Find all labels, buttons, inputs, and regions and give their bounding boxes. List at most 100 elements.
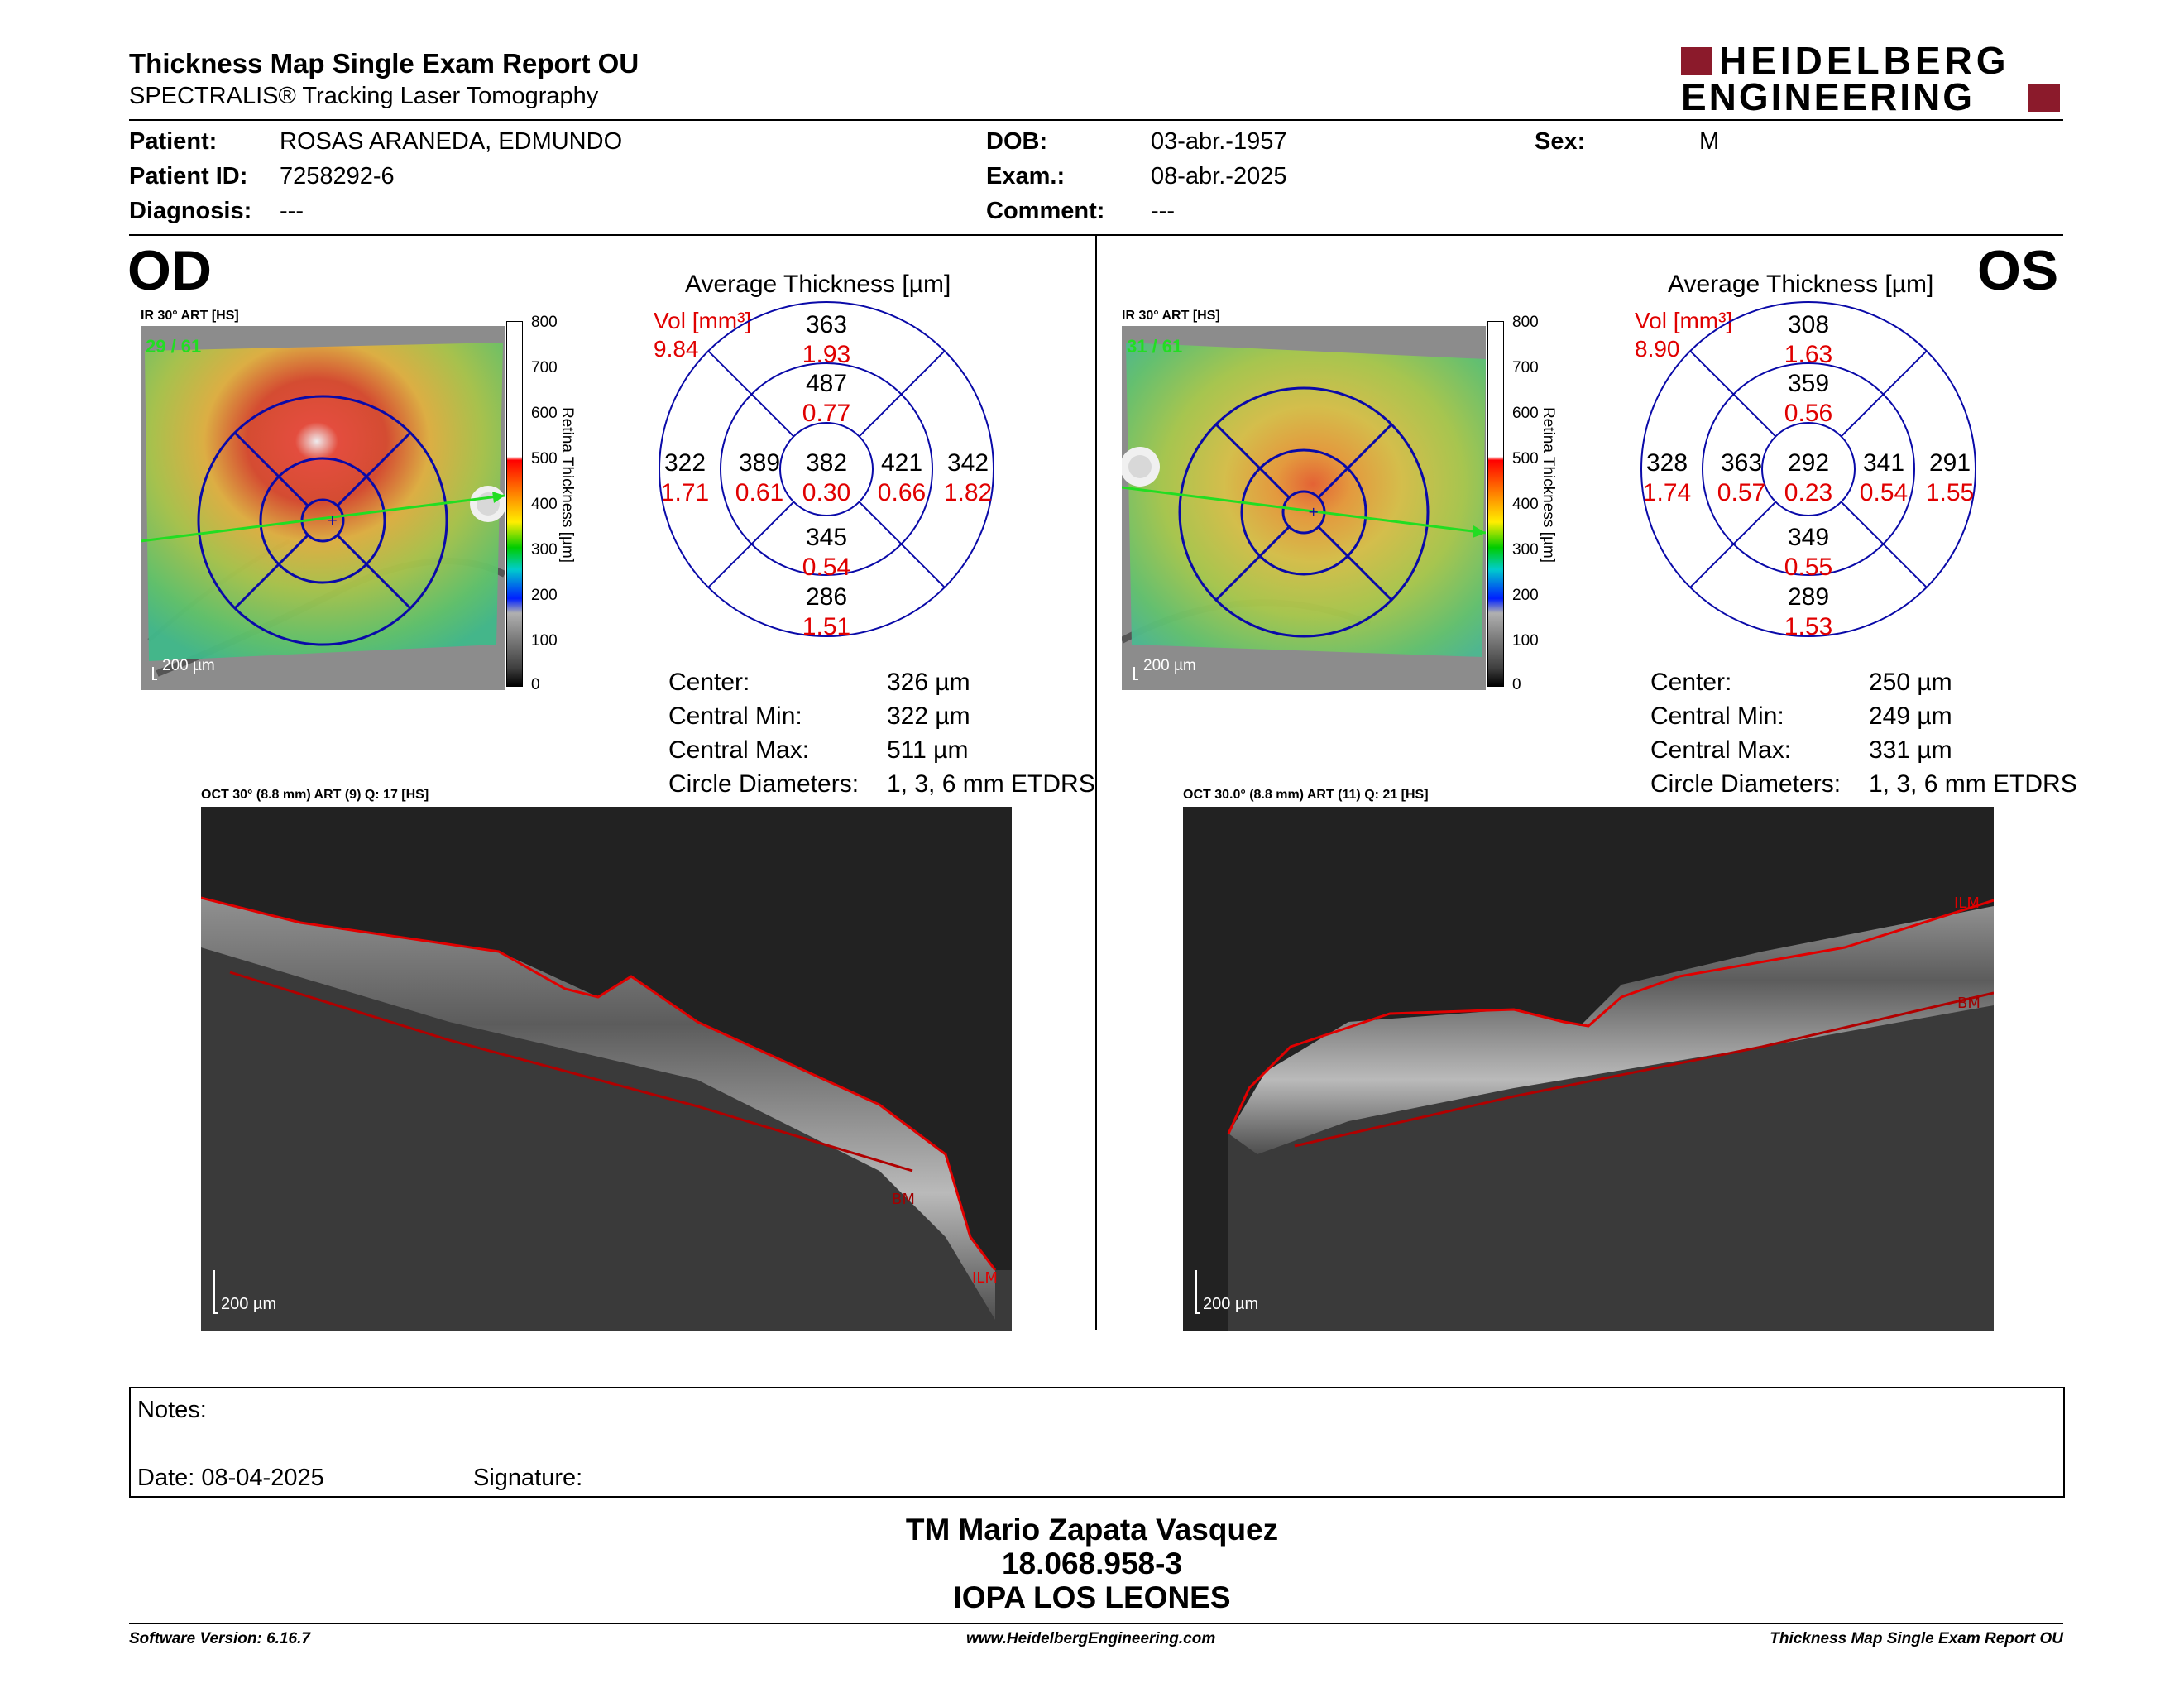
cb-tick-300: 300	[1512, 541, 1539, 559]
os-etdrs-grid: 308 1.63 359 0.56 292 0.23 363 0.57 341 …	[1639, 300, 1978, 640]
od-outer-right-vol: 1.82	[943, 479, 993, 506]
od-outer-inf-vol: 1.51	[802, 613, 851, 640]
header-rule	[129, 119, 2063, 121]
os-inner-inf-thickness: 349	[1787, 524, 1830, 551]
od-center-value: 326 µm	[887, 669, 970, 696]
logo-square-bottom	[2028, 84, 2060, 112]
patient-rule	[129, 234, 2063, 236]
os-circ-label: Circle Diameters:	[1650, 770, 1842, 798]
dob-label: DOB:	[986, 128, 1048, 155]
os-frame-counter: 31 / 61	[1127, 336, 1183, 357]
od-map-scale: 200 µm	[162, 657, 215, 674]
os-inner-left-vol: 0.57	[1717, 479, 1766, 506]
od-thickness-map: + 29 / 61 200 µm	[141, 326, 506, 690]
svg-text:+: +	[327, 512, 338, 528]
os-ir-label: IR 30° ART [HS]	[1122, 309, 1220, 323]
sex-label: Sex:	[1535, 128, 1586, 155]
cb-tick-100: 100	[1512, 632, 1539, 650]
od-inner-right-thickness: 421	[880, 449, 923, 477]
exam-date: 08-abr.-2025	[1151, 163, 1287, 189]
od-min-label: Central Min:	[668, 703, 802, 730]
center-divider	[1095, 236, 1097, 1330]
od-inner-sup-thickness: 487	[805, 370, 848, 397]
cb-tick-0: 0	[531, 676, 540, 693]
od-avg-title: Average Thickness [µm]	[685, 271, 951, 298]
od-center-vol: 0.30	[802, 479, 851, 506]
os-center-thickness: 292	[1787, 449, 1830, 477]
svg-text:+: +	[1308, 504, 1319, 520]
report-subtitle: SPECTRALIS® Tracking Laser Tomography	[129, 83, 599, 109]
cb-tick-300: 300	[531, 541, 558, 559]
notes-box: Notes: Date: 08-04-2025 Signature:	[129, 1387, 2065, 1498]
notes-label: Notes:	[137, 1397, 207, 1423]
os-map-scale-bar	[1133, 667, 1138, 680]
os-vol-value: 8.90	[1635, 336, 1680, 362]
os-colorbar-label: Retina Thickness [µm]	[1540, 407, 1557, 563]
os-bm-label: BM	[1957, 995, 1980, 1012]
od-min-value: 322 µm	[887, 703, 970, 730]
od-outer-left-thickness: 322	[663, 449, 706, 477]
cb-tick-400: 400	[1512, 496, 1539, 513]
patient-label: Patient:	[129, 128, 218, 155]
os-center-vol: 0.23	[1784, 479, 1833, 506]
os-min-value: 249 µm	[1869, 703, 1952, 730]
cb-tick-200: 200	[1512, 587, 1539, 604]
os-outer-sup-thickness: 308	[1787, 311, 1830, 338]
footer-report-name: Thickness Map Single Exam Report OU	[1770, 1630, 2063, 1647]
od-oct-scan: BM ILM 200 µm	[201, 807, 1012, 1331]
os-max-value: 331 µm	[1869, 736, 1952, 764]
os-outer-inf-vol: 1.53	[1784, 613, 1833, 640]
os-outer-sup-vol: 1.63	[1784, 341, 1833, 368]
od-outer-inf-thickness: 286	[805, 583, 848, 611]
os-oct-scale-bar	[1195, 1270, 1200, 1314]
os-colorbar-gradient	[1487, 321, 1504, 687]
od-circ-value: 1, 3, 6 mm ETDRS	[887, 770, 1095, 798]
os-inner-sup-thickness: 359	[1787, 370, 1830, 397]
date-label: Date: 08-04-2025	[137, 1465, 324, 1491]
od-outer-left-vol: 1.71	[660, 479, 710, 506]
os-outer-right-vol: 1.55	[1925, 479, 1975, 506]
od-max-value: 511 µm	[887, 736, 969, 764]
od-outer-sup-vol: 1.93	[802, 341, 851, 368]
od-center-label: Center:	[668, 669, 750, 696]
os-center-label: Center:	[1650, 669, 1732, 696]
cb-tick-200: 200	[531, 587, 558, 604]
os-etdrs-overlay: +	[1122, 386, 1486, 638]
os-oct-label: OCT 30.0° (8.8 mm) ART (11) Q: 21 [HS]	[1183, 788, 1429, 802]
cb-tick-700: 700	[1512, 359, 1539, 376]
os-colorbar: 800 700 600 500 400 300 200 100 0 Retina…	[1487, 314, 1570, 693]
od-oct-label: OCT 30° (8.8 mm) ART (9) Q: 17 [HS]	[201, 788, 429, 802]
od-inner-inf-vol: 0.54	[802, 554, 851, 581]
os-inner-inf-vol: 0.55	[1784, 554, 1833, 581]
os-thickness-map: + 31 / 61 200 µm	[1120, 326, 1486, 690]
cb-tick-700: 700	[531, 359, 558, 376]
od-inner-left-thickness: 389	[738, 449, 781, 477]
website[interactable]: www.HeidelbergEngineering.com	[966, 1630, 1216, 1647]
os-inner-right-vol: 0.54	[1859, 479, 1909, 506]
signer-id: 18.068.958-3	[1001, 1547, 1183, 1580]
od-circ-label: Circle Diameters:	[668, 770, 860, 798]
od-bm-label: BM	[892, 1191, 915, 1208]
os-min-label: Central Min:	[1650, 703, 1784, 730]
os-map-scale: 200 µm	[1143, 657, 1196, 674]
cb-tick-500: 500	[1512, 450, 1539, 468]
od-colorbar-label: Retina Thickness [µm]	[558, 407, 576, 563]
signer-org: IOPA LOS LEONES	[953, 1580, 1231, 1614]
cb-tick-500: 500	[531, 450, 558, 468]
os-inner-left-thickness: 363	[1720, 449, 1763, 477]
cb-tick-800: 800	[1512, 314, 1539, 331]
os-max-label: Central Max:	[1650, 736, 1792, 764]
signature-label: Signature:	[473, 1465, 583, 1491]
od-frame-counter: 29 / 61	[146, 336, 202, 357]
od-colorbar: 800 700 600 500 400 300 200 100 0 Retina…	[506, 314, 589, 693]
od-inner-right-vol: 0.66	[877, 479, 927, 506]
os-outer-left-thickness: 328	[1645, 449, 1688, 477]
comment-label: Comment:	[986, 198, 1105, 224]
software-version: Software Version: 6.16.7	[129, 1630, 310, 1647]
cb-tick-400: 400	[531, 496, 558, 513]
od-etdrs-grid: 363 1.93 487 0.77 382 0.30 389 0.61 421 …	[657, 300, 996, 640]
os-inner-sup-vol: 0.56	[1784, 400, 1833, 427]
cb-tick-100: 100	[531, 632, 558, 650]
logo-square-top	[1681, 47, 1712, 75]
os-oct-scan: ILM BM 200 µm	[1183, 807, 1994, 1331]
